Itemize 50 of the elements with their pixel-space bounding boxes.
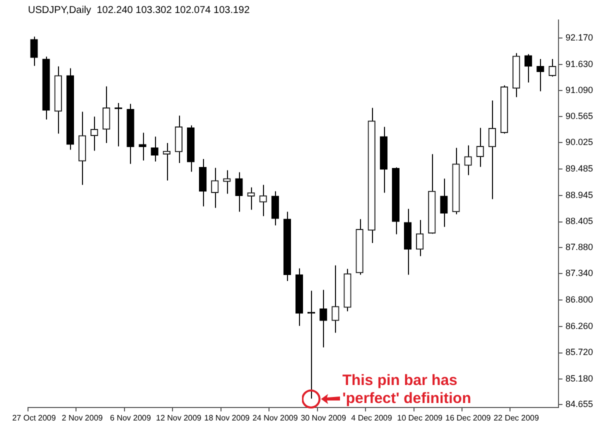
x-tick-label: 22 Dec 2009 [494,413,540,422]
x-tick-label: 24 Nov 2009 [252,413,298,422]
candlestick [211,167,219,208]
x-tick-label: 30 Nov 2009 [300,413,347,422]
x-tick-label: 12 Nov 2009 [156,413,202,422]
candlestick [223,170,231,194]
y-tick-label: 87.880 [565,242,594,252]
candlestick [536,58,544,92]
candlestick [440,178,448,228]
y-tick-label: 85.180 [565,374,594,384]
candlestick [90,116,98,152]
candlestick [320,289,328,348]
candlestick [476,127,484,168]
y-tick-label: 89.485 [565,164,594,174]
candlestick [30,36,38,66]
candlestick [271,190,279,226]
x-tick-label: 18 Nov 2009 [204,413,250,422]
y-tick-label: 84.655 [565,399,594,410]
candlestick [162,142,170,182]
candlestick [102,86,110,144]
y-tick-label: 90.565 [565,110,594,121]
x-tick-label: 2 Nov 2009 [62,413,104,422]
candlestick [247,186,255,210]
candlestick [488,100,496,200]
x-tick-label: 6 Nov 2009 [110,413,152,422]
y-tick-label: 88.945 [565,190,594,200]
candlestick [150,136,158,162]
y-tick-label: 92.170 [565,32,594,43]
y-tick-label: 91.630 [565,58,594,69]
x-tick-label: 4 Dec 2009 [351,413,393,422]
candlestick [198,158,207,207]
x-tick-label: 27 Oct 2009 [12,413,56,422]
y-tick-label: 86.800 [565,294,594,305]
y-tick-label: 88.405 [565,216,594,226]
candlestick [138,132,146,162]
candlestick [332,264,340,334]
y-tick-label: 91.090 [565,85,594,96]
candlestick [416,220,424,257]
y-tick-label: 86.260 [565,320,594,331]
annotation: This pin bar has 'perfect' definition [342,372,472,408]
x-tick-label: 10 Dec 2009 [397,413,444,422]
y-tick-label: 87.340 [565,268,594,278]
candlestick [259,184,267,217]
candlestick [174,115,183,164]
y-tick-label: 90.025 [565,137,594,148]
y-tick-label: 85.720 [565,347,594,358]
x-tick-label: 16 Dec 2009 [445,413,492,422]
chart-title: USDJPY,Daily 102.240 103.302 102.074 103.192 [28,4,250,16]
candlestick [235,172,243,212]
candlestick [464,144,472,176]
